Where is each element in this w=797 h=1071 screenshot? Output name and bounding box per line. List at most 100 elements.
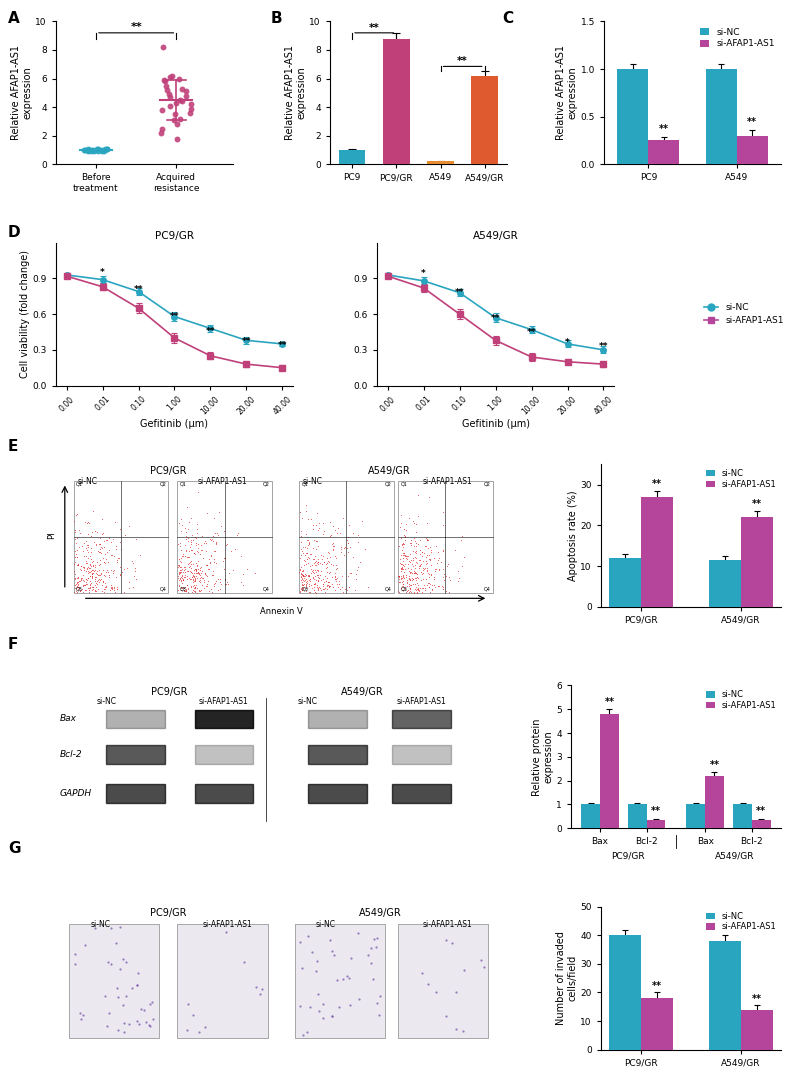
Point [99, 580, 112, 598]
Point [295, 576, 308, 593]
Point [426, 582, 438, 599]
Point [317, 554, 330, 571]
Point [77, 577, 89, 594]
Point [295, 569, 308, 586]
Point [185, 541, 198, 558]
Point [320, 570, 333, 587]
Point [396, 582, 409, 599]
Point [195, 542, 208, 559]
Point [69, 579, 81, 597]
Point [94, 564, 107, 582]
Point [160, 81, 173, 99]
Point [398, 536, 410, 553]
Point [91, 565, 104, 583]
Point [323, 577, 336, 594]
Point [173, 561, 186, 578]
Point [408, 584, 421, 601]
Point [329, 522, 342, 539]
Point [93, 544, 106, 561]
Point [417, 559, 430, 576]
Point [102, 567, 115, 584]
Point [297, 572, 310, 589]
Point [305, 546, 318, 563]
Point [406, 564, 418, 582]
Point [186, 584, 198, 601]
Point [80, 537, 93, 554]
Text: **: ** [651, 806, 661, 816]
Point [404, 561, 417, 578]
Point [301, 554, 314, 571]
Point [296, 575, 308, 592]
Point [182, 579, 194, 597]
Point [176, 93, 189, 110]
Text: si-AFAP1-AS1: si-AFAP1-AS1 [198, 477, 247, 486]
Point [179, 583, 192, 600]
Point [301, 572, 314, 589]
Point [327, 578, 340, 595]
Point [333, 525, 346, 542]
Point [171, 536, 184, 553]
Point [302, 568, 315, 585]
Point [225, 543, 238, 560]
Point [123, 1015, 135, 1032]
Point [433, 577, 446, 594]
Point [114, 558, 127, 575]
Point [430, 560, 442, 577]
Point [344, 578, 356, 595]
Point [415, 571, 428, 588]
Point [416, 564, 429, 582]
Point [400, 522, 413, 539]
Point [413, 583, 426, 600]
Text: **: ** [206, 327, 215, 336]
Point [182, 562, 194, 579]
Point [164, 69, 177, 86]
Point [80, 571, 92, 588]
Point [410, 564, 422, 582]
Point [198, 1019, 211, 1036]
Point [347, 548, 359, 565]
Point [89, 583, 102, 600]
Point [296, 572, 309, 589]
Point [89, 537, 102, 554]
Point [180, 530, 193, 547]
Bar [392, 710, 451, 728]
Point [182, 580, 194, 598]
Point [438, 572, 450, 589]
Point [92, 142, 105, 160]
Point [311, 578, 324, 595]
Point [73, 573, 86, 590]
Point [175, 541, 187, 558]
Point [332, 519, 344, 537]
Point [341, 529, 354, 546]
Point [102, 954, 115, 971]
Point [97, 538, 110, 555]
Y-axis label: Number of invaded
cells/field: Number of invaded cells/field [556, 932, 578, 1025]
Point [392, 568, 405, 585]
Point [194, 537, 207, 554]
Point [302, 577, 315, 594]
Point [300, 545, 312, 562]
Point [317, 577, 330, 594]
Point [77, 577, 90, 594]
Bar [752, 820, 771, 828]
Point [192, 553, 205, 570]
Point [324, 527, 336, 544]
Point [398, 546, 410, 563]
Point [309, 557, 322, 574]
Point [81, 539, 94, 556]
Point [184, 553, 197, 570]
Point [82, 514, 95, 531]
Point [397, 575, 410, 592]
Point [304, 573, 316, 590]
Point [79, 576, 92, 593]
Point [436, 577, 449, 594]
Point [85, 582, 98, 599]
Text: Q3: Q3 [301, 587, 308, 592]
Point [296, 582, 308, 599]
Point [293, 583, 306, 600]
Point [425, 565, 438, 583]
Text: si-NC: si-NC [91, 920, 111, 929]
Point [308, 578, 320, 595]
Point [111, 554, 124, 571]
Point [436, 560, 449, 577]
